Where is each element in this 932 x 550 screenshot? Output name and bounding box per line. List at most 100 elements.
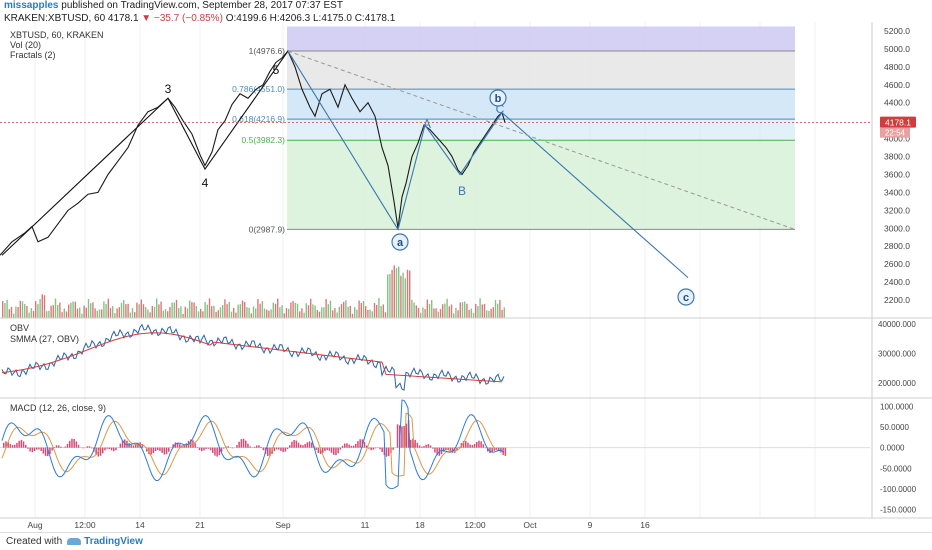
volume-bar [433, 308, 435, 318]
volume-bar [492, 307, 494, 318]
macd-histogram-bar [282, 447, 284, 453]
macd-histogram-bar [317, 447, 320, 453]
author-name[interactable]: missapples [4, 0, 59, 11]
volume-bar [134, 312, 136, 318]
time-axis-tick: 21 [195, 520, 205, 530]
volume-legend[interactable]: Vol (20) [10, 40, 42, 50]
macd-histogram-bar [267, 447, 269, 457]
time-axis-tick: 14 [135, 520, 145, 530]
volume-bar [257, 299, 259, 318]
price-change: ▼ −35.7 (−0.85%) [141, 13, 223, 24]
volume-bar [398, 266, 400, 318]
macd-legend[interactable]: MACD (12, 26, close, 9) [10, 403, 107, 413]
volume-bar [409, 270, 411, 318]
volume-bar [52, 305, 54, 318]
macd-histogram-bar [249, 446, 251, 448]
macd-histogram-bar [75, 441, 78, 448]
volume-bar [151, 305, 153, 318]
price-axis-tick: 4800.0 [884, 62, 910, 72]
macd-histogram-bar [157, 447, 159, 451]
macd-histogram-bar [293, 440, 295, 448]
volume-bar [277, 298, 279, 318]
macd-histogram-bar [372, 447, 375, 450]
volume-bar [365, 306, 367, 318]
volume-bar [316, 310, 318, 318]
volume-bar [131, 308, 134, 318]
wave-label: B [458, 184, 466, 198]
volume-bar [444, 303, 446, 318]
volume-bar [490, 308, 492, 318]
macd-histogram-bar [495, 447, 498, 450]
macd-histogram-bar [16, 442, 18, 448]
volume-bar [94, 308, 96, 318]
volume-bar [475, 303, 477, 318]
volume-bar [30, 308, 32, 318]
price-axis-tick: 4600.0 [884, 80, 910, 90]
macd-histogram-bar [14, 444, 16, 448]
volume-bar [345, 300, 347, 318]
macd-histogram-bar [260, 446, 262, 448]
volume-bar [6, 299, 8, 318]
tradingview-logo-icon [67, 537, 82, 545]
macd-histogram-bar [326, 447, 328, 451]
smma-line [1, 332, 503, 383]
macd-histogram-bar [238, 441, 240, 448]
macd-histogram-bar [330, 447, 333, 453]
macd-histogram-bar [86, 446, 89, 448]
obv-legend[interactable]: OBV [10, 323, 30, 333]
macd-histogram-bar [128, 443, 130, 448]
volume-bar [197, 311, 200, 318]
macd-histogram-bar [322, 447, 324, 453]
macd-histogram-bar [344, 443, 346, 448]
volume-bar [332, 310, 334, 318]
macd-histogram-bar [209, 447, 212, 451]
tradingview-brand[interactable]: TradingView [84, 536, 143, 547]
macd-histogram-bar [33, 447, 36, 452]
fractals-legend[interactable]: Fractals (2) [10, 50, 56, 60]
volume-bar [85, 307, 87, 318]
macd-histogram-bar [333, 447, 335, 455]
volume-bar [160, 301, 162, 318]
volume-bar [186, 308, 189, 318]
volume-bar [329, 300, 332, 318]
macd-histogram-bar [297, 442, 300, 448]
symbol-legend[interactable]: XBTUSD, 60, KRAKEN [10, 30, 104, 40]
volume-bar [226, 304, 228, 318]
macd-histogram-bar [418, 445, 421, 448]
macd-histogram-bar [242, 438, 245, 448]
volume-bar [43, 295, 46, 318]
volume-bar [437, 311, 439, 318]
wave-circle [391, 233, 409, 251]
fib-level-label: 0.786(4551.0) [232, 84, 285, 94]
macd-histogram-bar [165, 447, 168, 455]
macd-histogram-bar [168, 447, 170, 452]
volume-bar [48, 310, 50, 318]
macd-histogram-bar [181, 445, 183, 448]
volume-bar [459, 302, 461, 318]
smma-legend[interactable]: SMMA (27, OBV) [10, 334, 80, 344]
volume-bar [8, 309, 10, 318]
volume-bar [46, 311, 48, 318]
macd-histogram-bar [291, 441, 293, 448]
volume-bar [246, 307, 248, 318]
macd-histogram-bar [504, 447, 507, 456]
volume-bar [68, 304, 70, 318]
publish-line: missapples published on TradingView.com,… [4, 0, 343, 11]
macd-histogram-bar [137, 442, 139, 448]
volume-bar [213, 305, 215, 318]
macd-histogram-bar [401, 426, 403, 448]
macd-histogram-bar [135, 444, 137, 448]
macd-histogram-bar [462, 440, 465, 448]
macd-histogram-bar [99, 447, 102, 456]
volume-bar [70, 302, 72, 318]
macd-histogram-bar [185, 443, 188, 448]
volume-bar [15, 306, 17, 318]
macd-histogram-bar [412, 438, 414, 448]
volume-bar [250, 313, 252, 318]
trading-chart[interactable]: 1(4976.6) 0.786(4551.0) 0.618(4216.9) 0.5(3… [0, 0, 932, 532]
volume-bar [281, 305, 283, 318]
price-axis-tick: 2600.0 [884, 259, 910, 269]
volume-bar [107, 298, 109, 318]
volume-bar [211, 306, 213, 318]
last-price-value: 4178.1 [885, 118, 911, 128]
